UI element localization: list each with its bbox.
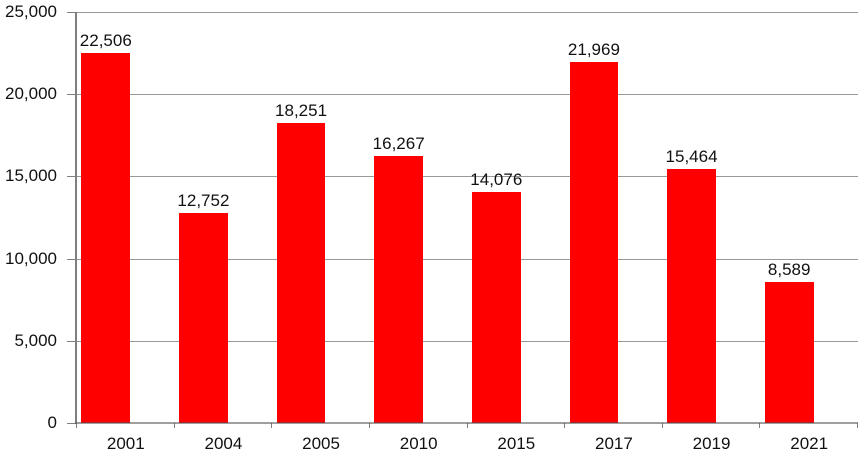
bar — [276, 122, 326, 423]
x-axis-category-label: 2001 — [106, 434, 145, 453]
category-cell: 12,752 2004 — [175, 12, 273, 453]
bar-value-label: 16,267 — [372, 133, 425, 153]
bar-value-label: 12,752 — [177, 191, 230, 211]
category-cell: 8,589 2021 — [760, 12, 858, 453]
category-cell: 14,076 2015 — [468, 12, 566, 453]
y-axis-tick-label: 0 — [47, 413, 57, 432]
x-axis-tick — [76, 423, 77, 428]
bar — [374, 155, 424, 423]
y-axis-line — [75, 12, 77, 423]
gridline — [77, 94, 858, 96]
bar — [764, 281, 814, 423]
gridline — [77, 176, 858, 178]
y-axis-tick-label: 25,000 — [5, 2, 57, 21]
bar — [81, 53, 131, 423]
category-cell: 22,506 2001 — [77, 12, 175, 453]
y-axis-tick — [67, 258, 76, 260]
x-axis-tick — [368, 423, 370, 428]
gridline — [77, 12, 858, 13]
bar — [179, 213, 228, 423]
gridline — [77, 340, 858, 342]
category-cell: 15,464 2019 — [663, 12, 761, 453]
x-axis-category-label: 2021 — [790, 434, 829, 453]
y-axis-tick-label: 5,000 — [14, 330, 57, 350]
bar — [569, 61, 619, 423]
bar-value-label: 8,589 — [767, 259, 811, 279]
x-axis-tick — [173, 423, 175, 428]
x-axis-category-label: 2010 — [399, 434, 438, 453]
y-axis-tick — [67, 176, 76, 178]
y-axis-tick-label: 20,000 — [5, 84, 57, 104]
category-cell: 18,251 2005 — [272, 12, 370, 453]
category-cell: 16,267 2010 — [370, 12, 468, 453]
x-axis-tick — [271, 423, 273, 428]
x-axis-category-label: 2005 — [302, 434, 340, 453]
y-axis-tick — [67, 340, 76, 342]
x-axis-tick — [564, 423, 566, 428]
y-axis-tick — [67, 423, 76, 424]
y-axis-tick — [67, 94, 76, 96]
y-axis-tick-label: 15,000 — [5, 166, 57, 186]
y-axis-tick — [67, 12, 76, 13]
x-axis-tick — [661, 423, 663, 428]
x-axis-line — [75, 422, 858, 424]
x-axis-tick — [857, 423, 858, 428]
bar-value-label: 15,464 — [665, 146, 718, 166]
bar — [667, 168, 716, 423]
y-axis-tick-label: 10,000 — [5, 248, 57, 268]
x-axis-tick — [466, 423, 468, 428]
x-axis-category-label: 2017 — [595, 434, 633, 453]
plot-area: 0 5,000 10,000 15,000 20,000 25,000 22,506 2001… — [5, 3, 858, 453]
bar-value-label: 22,506 — [79, 31, 132, 51]
x-axis-tick — [759, 423, 761, 428]
bar — [471, 191, 521, 423]
bar-value-label: 21,969 — [567, 39, 620, 59]
x-axis-category-label: 2015 — [497, 434, 536, 453]
category-cell: 21,969 2017 — [565, 12, 663, 453]
gridline — [77, 258, 858, 260]
x-axis-category-label: 2019 — [692, 434, 731, 453]
x-axis-category-label: 2004 — [204, 434, 243, 453]
bar-value-label: 18,251 — [275, 100, 328, 120]
bar-value-label: 14,076 — [470, 169, 523, 189]
